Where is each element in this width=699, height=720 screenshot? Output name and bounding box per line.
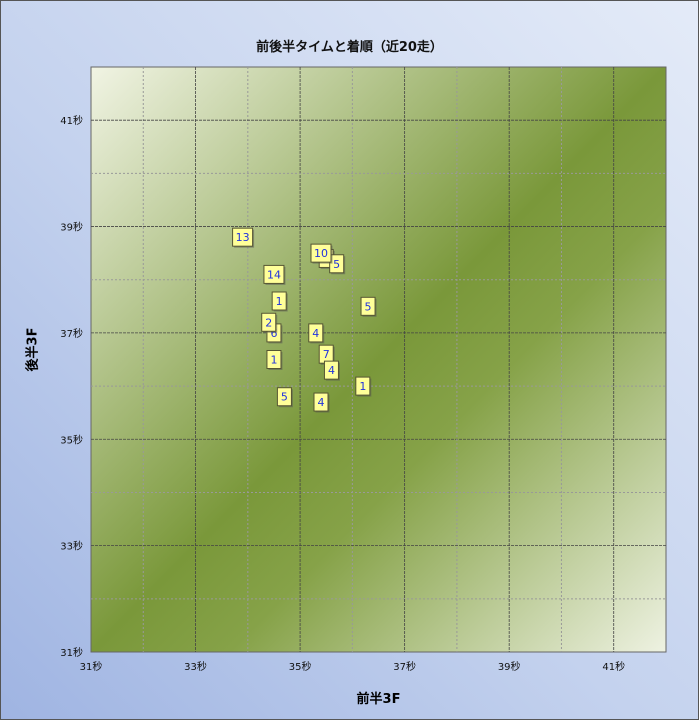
point-label: 14 [267,268,281,281]
marker [232,227,254,247]
data-point[interactable]: 14 [263,264,286,285]
x-axis-label: 前半3F [356,692,401,707]
data-point[interactable]: 5 [360,296,377,317]
data-point[interactable]: 2 [261,312,278,333]
point-label: 4 [312,327,319,340]
chart-title: 前後半タイムと着順（近20走） [256,40,443,55]
data-point[interactable]: 13 [232,227,255,248]
data-point[interactable]: 1 [271,291,288,312]
x-tick-label: 33秒 [184,660,207,673]
point-label: 7 [323,348,330,361]
point-label: 13 [236,231,250,244]
marker [266,350,282,369]
y-tick-label: 31秒 [60,646,83,659]
marker [310,243,332,263]
point-label: 1 [276,295,283,308]
y-tick-label: 33秒 [60,540,83,553]
plot-area [90,66,667,653]
data-point[interactable]: 7 [318,344,335,365]
point-label: 2 [265,316,272,329]
marker [271,291,287,311]
marker [263,264,285,284]
x-tick-label: 39秒 [498,660,521,673]
marker [261,312,277,332]
marker [323,360,339,380]
point-label: 4 [328,364,335,377]
x-tick-label: 37秒 [393,660,416,673]
data-point[interactable]: 10 [310,243,333,264]
point-label: 5 [281,391,288,404]
point-label: 5 [333,258,340,271]
data-point[interactable]: 4 [308,323,325,344]
point-label: 4 [318,396,325,409]
data-point[interactable]: 1 [355,376,372,397]
point-label: 6 [270,327,277,340]
marker [329,254,345,274]
data-point[interactable]: 1 [266,350,283,371]
point-label: 1 [359,380,366,393]
data-point[interactable]: 4 [323,360,340,381]
point-label: 1 [270,354,277,367]
marker [360,296,376,316]
marker [276,387,292,407]
data-point[interactable]: 5 [276,387,293,408]
x-tick-label: 35秒 [289,660,312,673]
y-tick-label: 41秒 [60,114,83,127]
x-tick-label: 41秒 [602,660,625,673]
marker [355,376,371,396]
y-tick-label: 35秒 [60,433,83,446]
marker [308,323,324,343]
x-tick-label: 31秒 [80,660,103,673]
point-label: 10 [314,247,328,260]
point-label: 5 [365,300,372,313]
y-tick-label: 39秒 [60,221,83,234]
data-point[interactable]: 5 [329,254,346,275]
y-tick-label: 37秒 [60,327,83,340]
marker [313,392,329,412]
data-point[interactable]: 4 [313,392,330,413]
